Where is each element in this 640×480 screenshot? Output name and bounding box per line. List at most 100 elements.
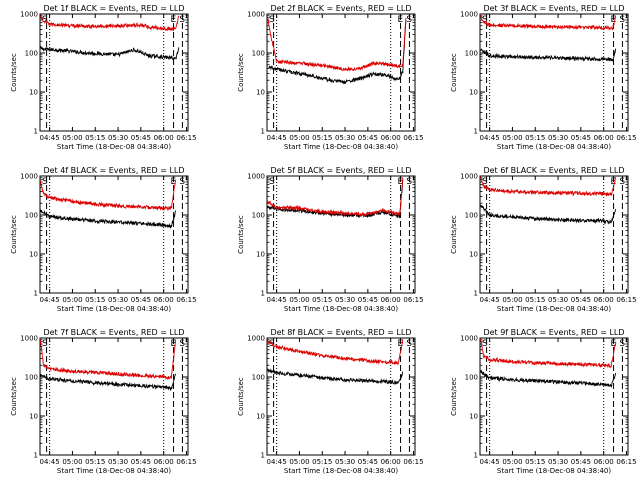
y-axis-label: Counts/sec	[10, 377, 18, 416]
y-tick-label: 10	[469, 89, 478, 97]
x-tick-label: 05:00	[502, 296, 522, 304]
x-tick-label: 05:30	[108, 134, 128, 142]
x-tick-label: 04:45	[480, 458, 500, 466]
segment-marker-s: S	[406, 15, 412, 25]
segment-marker-e: E	[171, 15, 177, 25]
y-tick-label: 10	[256, 89, 265, 97]
y-tick-label: 100	[252, 374, 265, 382]
series-line-red	[267, 17, 407, 72]
plot-frame	[39, 337, 189, 456]
x-axis-label: Start Time (18-Dec-08 04:38:40)	[284, 143, 398, 151]
y-tick-label: 10	[29, 413, 38, 421]
x-tick-label: 05:00	[62, 458, 82, 466]
series-line-red	[480, 14, 617, 31]
y-tick-label: 1	[34, 290, 38, 298]
series-line-red	[480, 338, 617, 369]
y-tick-label: 1	[261, 290, 265, 298]
y-tick-label: 1000	[247, 11, 265, 19]
x-tick-label: 05:15	[85, 296, 105, 304]
series-line-black	[480, 369, 617, 388]
x-tick-label: 05:45	[131, 296, 151, 304]
series-line-black	[480, 204, 616, 225]
x-tick-label: 06:15	[403, 458, 423, 466]
segment-marker-e: E	[171, 339, 177, 349]
y-axis-label: Counts/sec	[450, 215, 458, 254]
panel-title: Det 2f BLACK = Events, RED = LLD	[270, 4, 411, 13]
x-tick-label: 06:15	[176, 134, 196, 142]
segment-marker-e: E	[611, 339, 617, 349]
x-tick-label: 06:15	[403, 296, 423, 304]
x-tick-label: 06:00	[594, 296, 614, 304]
y-axis-label: Counts/sec	[450, 377, 458, 416]
x-tick-label: 06:00	[381, 296, 401, 304]
panel-det-4: Det 4f BLACK = Events, RED = LLD 1 10 100 10…	[10, 166, 197, 313]
series-line-black	[40, 373, 177, 392]
segment-marker-s: S	[619, 15, 625, 25]
y-tick-label: 1	[34, 452, 38, 460]
y-tick-label: 1	[474, 452, 478, 460]
series-line-black	[268, 19, 407, 85]
y-axis-label: Counts/sec	[237, 53, 245, 92]
x-tick-label: 06:00	[154, 134, 174, 142]
x-tick-label: 05:00	[289, 458, 309, 466]
y-axis-label: Counts/sec	[450, 53, 458, 92]
x-tick-label: 05:30	[108, 458, 128, 466]
segment-marker-e: E	[398, 177, 404, 187]
plot-frame	[479, 337, 629, 456]
x-axis-label: Start Time (18-Dec-08 04:38:40)	[497, 305, 611, 313]
x-tick-label: 05:45	[358, 134, 378, 142]
panel-title: Det 9f BLACK = Events, RED = LLD	[483, 328, 624, 337]
y-tick-label: 10	[29, 89, 38, 97]
x-tick-label: 06:15	[616, 296, 636, 304]
x-axis-label: Start Time (18-Dec-08 04:38:40)	[284, 467, 398, 475]
x-tick-label: 05:45	[358, 296, 378, 304]
panel-det-3: Det 3f BLACK = Events, RED = LLD 1 10 100 10…	[450, 4, 637, 151]
panel-title: Det 4f BLACK = Events, RED = LLD	[43, 166, 184, 175]
x-tick-label: 05:00	[62, 134, 82, 142]
panel-det-2: Det 2f BLACK = Events, RED = LLD 1 10 100 10…	[237, 4, 424, 151]
x-tick-label: 06:15	[616, 458, 636, 466]
segment-marker-s: S	[42, 177, 48, 187]
plot-frame	[266, 175, 416, 294]
plot-frame	[266, 13, 416, 132]
segment-marker-e: E	[611, 15, 617, 25]
segment-marker-s: S	[406, 177, 412, 187]
plot-frame	[479, 13, 629, 132]
x-tick-label: 05:45	[571, 296, 591, 304]
x-tick-label: 04:45	[40, 134, 60, 142]
x-tick-label: 05:15	[85, 458, 105, 466]
series-line-black	[40, 209, 177, 229]
series-line-red	[40, 339, 177, 381]
y-tick-label: 1000	[20, 173, 38, 181]
x-axis-label: Start Time (18-Dec-08 04:38:40)	[57, 305, 171, 313]
y-tick-label: 1000	[460, 173, 478, 181]
segment-marker-s: S	[482, 339, 488, 349]
x-tick-label: 06:15	[616, 134, 636, 142]
segment-marker-s: S	[179, 339, 185, 349]
series-line-red	[40, 13, 180, 32]
x-tick-label: 05:15	[525, 458, 545, 466]
x-tick-label: 06:00	[381, 134, 401, 142]
panel-title: Det 3f BLACK = Events, RED = LLD	[483, 4, 624, 13]
x-tick-label: 05:15	[312, 296, 332, 304]
x-tick-label: 05:30	[548, 134, 568, 142]
y-tick-label: 10	[469, 413, 478, 421]
x-axis-label: Start Time (18-Dec-08 04:38:40)	[57, 143, 171, 151]
y-tick-label: 100	[25, 374, 38, 382]
x-tick-label: 04:45	[480, 134, 500, 142]
x-tick-label: 04:45	[267, 296, 287, 304]
plot-frame	[266, 337, 416, 456]
x-axis-label: Start Time (18-Dec-08 04:38:40)	[57, 467, 171, 475]
x-tick-label: 04:45	[480, 296, 500, 304]
x-axis-label: Start Time (18-Dec-08 04:38:40)	[284, 305, 398, 313]
y-axis-label: Counts/sec	[237, 215, 245, 254]
x-axis-label: Start Time (18-Dec-08 04:38:40)	[497, 143, 611, 151]
y-tick-label: 10	[469, 251, 478, 259]
y-tick-label: 100	[25, 50, 38, 58]
x-tick-label: 05:45	[571, 458, 591, 466]
segment-marker-s: S	[406, 339, 412, 349]
series-line-black	[40, 45, 180, 61]
x-tick-label: 05:15	[312, 458, 332, 466]
x-tick-label: 05:15	[525, 134, 545, 142]
x-tick-label: 05:30	[548, 296, 568, 304]
